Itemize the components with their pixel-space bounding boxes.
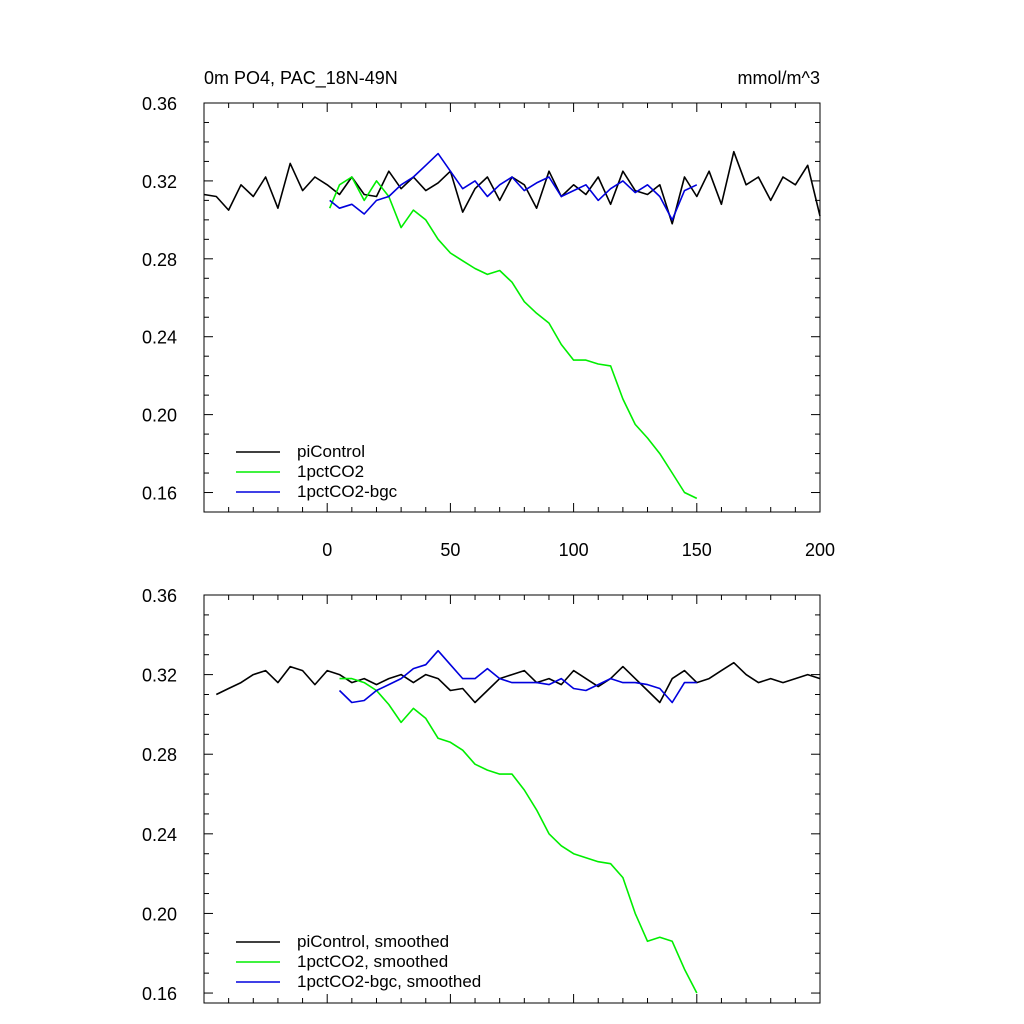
figure-title: 0m PO4, PAC_18N-49N <box>204 68 398 89</box>
bottom-y-tick-label: 0.16 <box>142 984 177 1004</box>
bottom-series-lines <box>215 649 821 994</box>
bottom-legend-label: 1pctCO2-bgc, smoothed <box>297 972 481 991</box>
bottom-y-tick-label: 0.32 <box>142 666 177 686</box>
bottom-y-tick-label: 0.20 <box>142 904 177 924</box>
top-y-tick-label: 0.36 <box>142 94 177 114</box>
top-y-tick-label: 0.32 <box>142 172 177 192</box>
top-y-tick-labels: 0.16 0.20 0.24 0.28 0.32 0.36 <box>142 94 177 504</box>
top-y-tick-label: 0.20 <box>142 406 177 426</box>
top-legend-label: 1pctCO2 <box>297 462 364 481</box>
top-y-tick-label: 0.28 <box>142 250 177 270</box>
bottom-series-line-0 <box>215 661 821 704</box>
bottom-y-tick-label: 0.28 <box>142 745 177 765</box>
top-y-tick-label: 0.16 <box>142 484 177 504</box>
bottom-series-line-1 <box>339 677 698 994</box>
top-x-tick-label: 200 <box>805 540 835 560</box>
bottom-axis-ticks <box>203 594 821 1003</box>
top-x-tick-label: 100 <box>559 540 589 560</box>
top-series-line-2 <box>329 152 698 221</box>
top-plot-frame <box>203 102 821 513</box>
top-x-tick-label: 150 <box>682 540 712 560</box>
top-series-line-1 <box>328 176 698 500</box>
top-x-tick-label: 50 <box>440 540 460 560</box>
top-legend-label: 1pctCO2-bgc <box>297 482 398 501</box>
units-label: mmol/m^3 <box>738 68 820 88</box>
bottom-y-tick-labels: 0.16 0.20 0.24 0.28 0.32 0.36 <box>142 586 177 1004</box>
top-x-tick-labels: 0 50 100 150 200 <box>322 540 835 560</box>
top-panel: 0.16 0.20 0.24 0.28 0.32 0.36 0 50 100 150 200 pi… <box>142 94 835 560</box>
bottom-y-tick-label: 0.36 <box>142 586 177 606</box>
bottom-legend-label: piControl, smoothed <box>297 932 449 951</box>
bottom-legend-label: 1pctCO2, smoothed <box>297 952 448 971</box>
top-series-lines <box>203 150 821 500</box>
top-series-line-0 <box>203 150 821 225</box>
top-x-tick-label: 0 <box>322 540 332 560</box>
top-legend-label: piControl <box>297 442 365 461</box>
top-y-tick-label: 0.24 <box>142 328 177 348</box>
bottom-series-line-2 <box>338 649 697 704</box>
bottom-y-tick-label: 0.24 <box>142 825 177 845</box>
bottom-plot-frame <box>203 594 821 1004</box>
bottom-panel: 0.16 0.20 0.24 0.28 0.32 0.36 piControl, smoo… <box>142 586 821 1004</box>
